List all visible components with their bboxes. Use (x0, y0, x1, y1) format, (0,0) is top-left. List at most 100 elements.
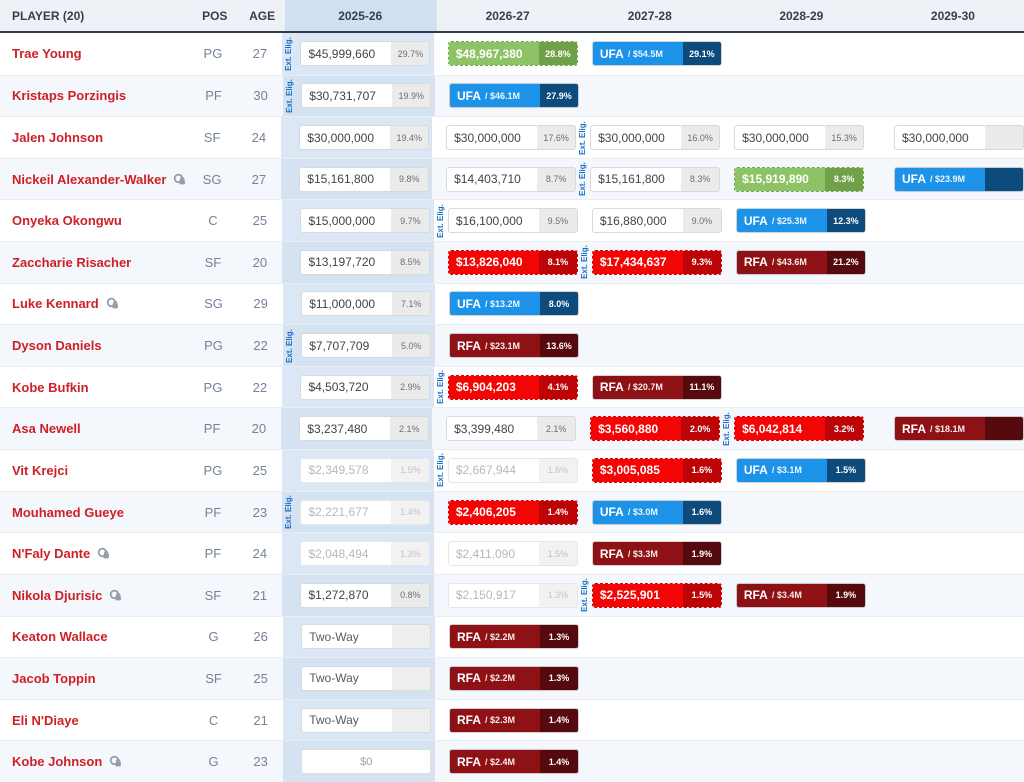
player-name-link[interactable]: Jacob Toppin (12, 670, 96, 686)
age-cell: 27 (236, 159, 281, 200)
age-value: 25 (253, 670, 268, 686)
cap-percentage: 1.5% (682, 583, 721, 607)
season-cell-2026-27: $13,826,040 8.1% (434, 242, 578, 283)
age-value: 24 (251, 130, 267, 146)
salary-value: $15,161,800 (598, 172, 665, 187)
salary-chip-rfa: RFA / $23.1M 13.6% (448, 333, 579, 359)
season-cell-2026-27: RFA / $2.2M 1.3% (435, 617, 579, 658)
fa-type-label: UFA (599, 46, 624, 61)
season-cell-2029-30 (882, 242, 1024, 283)
player-name-link[interactable]: Jalen Johnson (12, 130, 104, 146)
cap-percentage: 29.1% (682, 42, 721, 66)
player-name-link[interactable]: Nikola Djurisic (12, 587, 103, 603)
cap-percentage: 8.3% (681, 167, 720, 191)
season-cell-2028-29: $30,000,000 15.3% (720, 117, 880, 158)
season-cell-2029-30 (882, 533, 1024, 574)
salary-value: $2,150,917 (455, 588, 516, 603)
season-cell-2028-29 (722, 533, 882, 574)
extension-eligible-label: Ext. Elig. (435, 203, 445, 238)
player-cell: Jalen Johnson (0, 117, 188, 158)
season-cell-2029-30 (882, 450, 1024, 491)
player-name-link[interactable]: Vit Krejci (12, 462, 69, 478)
player-name-link[interactable]: N'Faly Dante (12, 546, 91, 562)
salary-value: $6,042,814 (735, 417, 826, 441)
player-name-link[interactable]: Trae Young (12, 46, 82, 62)
player-name-link[interactable]: Kobe Bufkin (12, 379, 89, 395)
cap-percentage: 27.9% (539, 84, 578, 108)
fa-value: UFA / $46.1M (449, 84, 540, 108)
position-cell: SG (188, 159, 237, 200)
position-value: SG (202, 171, 222, 187)
season-cell-2029-30 (882, 575, 1024, 616)
extension-eligible-label: Ext. Elig. (578, 120, 588, 155)
cap-percentage (984, 126, 1023, 150)
salary-chip-zero: $0 (301, 749, 432, 775)
player-name-link[interactable]: Zaccharie Risacher (12, 254, 132, 270)
season-cell-2026-27: $14,403,710 8.7% (432, 159, 577, 200)
table-row: Nikola Djurisic SF 21 $1,272,870 0.8% $2,150,… (0, 573, 1024, 616)
position-value: G (208, 629, 219, 645)
season-cell-2028-29: Ext. Elig. $6,042,814 3.2% (720, 408, 880, 449)
position-cell: PG (189, 450, 238, 491)
cap-percentage: 9.5% (538, 209, 577, 233)
salary-chip-rfa: RFA / $3.3M 1.9% (591, 541, 722, 567)
season-cell-2029-30 (882, 658, 1024, 699)
salary-chip-ufa: UFA / $3.1M 1.5% (735, 457, 866, 483)
player-name-link[interactable]: Eli N'Diaye (12, 712, 79, 728)
season-cell-2027-28: Ext. Elig. $30,000,000 16.0% (576, 117, 721, 158)
extension-eligible-label: Ext. Elig. (284, 495, 294, 529)
salary-value: $15,161,800 (307, 172, 375, 187)
table-row: Luke Kennard SG 29 $11,000,000 7.1% UFA / $13.… (0, 282, 1024, 325)
extension-eligible-label: Ext. Elig. (435, 370, 445, 405)
season-cell-2027-28: Ext. Elig. $15,161,800 8.3% (576, 159, 721, 200)
table-row: Nickeil Alexander-Walker SG 27 $15,161,800 9… (0, 157, 1024, 200)
season-cell-2025-26: $4,503,720 2.9% (282, 366, 434, 408)
season-cell-2025-26: Two-Way (283, 658, 435, 699)
player-name-link[interactable]: Kobe Johnson (12, 754, 103, 770)
salary-chip-ufa: UFA / $25.3M 12.3% (735, 208, 866, 234)
cap-percentage (392, 625, 431, 649)
season-cell-2029-30: $30,000,000 (880, 117, 1024, 158)
fa-type-label: UFA (599, 505, 624, 519)
player-name-link[interactable]: Keaton Wallace (12, 629, 108, 645)
fa-value: RFA / $3.3M (592, 542, 683, 566)
table-body: Trae Young PG 27 Ext. Elig. $45,999,660 29.7%… (0, 33, 1024, 782)
age-cell: 22 (238, 325, 283, 366)
position-value: PF (205, 88, 222, 104)
fa-estimated-value: / $2.4M (484, 756, 515, 767)
player-name-link[interactable]: Nickeil Alexander-Walker (12, 171, 167, 187)
salary-value: $3,560,880 (591, 417, 682, 441)
player-cell: Zaccharie Risacher (0, 242, 189, 283)
age-cell: 25 (237, 200, 282, 241)
age-value: 20 (252, 254, 268, 270)
salary-chip-green: $15,919,890 8.3% (734, 166, 865, 192)
extension-eligible-label: Ext. Elig. (285, 79, 295, 113)
player-name-link[interactable]: Mouhamed Gueye (12, 504, 124, 520)
season-cell-2028-29 (722, 492, 882, 533)
fa-type-label: UFA (743, 213, 768, 228)
player-name-link[interactable]: Luke Kennard (12, 296, 99, 312)
fa-type-label: RFA (599, 546, 624, 561)
extension-eligible-label: Ext. Elig. (579, 245, 589, 280)
season-cell-2027-28: UFA / $54.5M 29.1% (578, 33, 722, 75)
player-name-link[interactable]: Asa Newell (12, 421, 81, 437)
header-season-2025-26: 2025-26 (284, 0, 437, 31)
season-cell-2027-28 (579, 325, 721, 366)
fa-type-label: RFA (456, 754, 481, 769)
season-cell-2029-30 (882, 33, 1024, 75)
age-cell: 23 (237, 492, 282, 533)
header-season-2027-28: 2027-28 (627, 8, 672, 23)
salary-chip-rfa: RFA / $43.6M 21.2% (735, 249, 866, 275)
season-cell-2025-26: Two-Way (283, 699, 435, 741)
salary-value: $3,005,085 (592, 458, 683, 482)
salary-chip-salary: $13,197,720 8.5% (300, 249, 431, 275)
cap-percentage: 21.2% (826, 250, 865, 274)
salary-chip-salary: $7,707,709 5.0% (301, 333, 432, 359)
position-cell: G (189, 741, 238, 782)
player-name-link[interactable]: Dyson Daniels (12, 338, 102, 354)
player-name-link[interactable]: Kristaps Porzingis (12, 88, 127, 104)
age-value: 22 (253, 338, 268, 354)
season-cell-2025-26: $1,272,870 0.8% (282, 574, 434, 616)
player-name-link[interactable]: Onyeka Okongwu (12, 213, 122, 229)
cap-percentage: 7.1% (392, 292, 431, 316)
